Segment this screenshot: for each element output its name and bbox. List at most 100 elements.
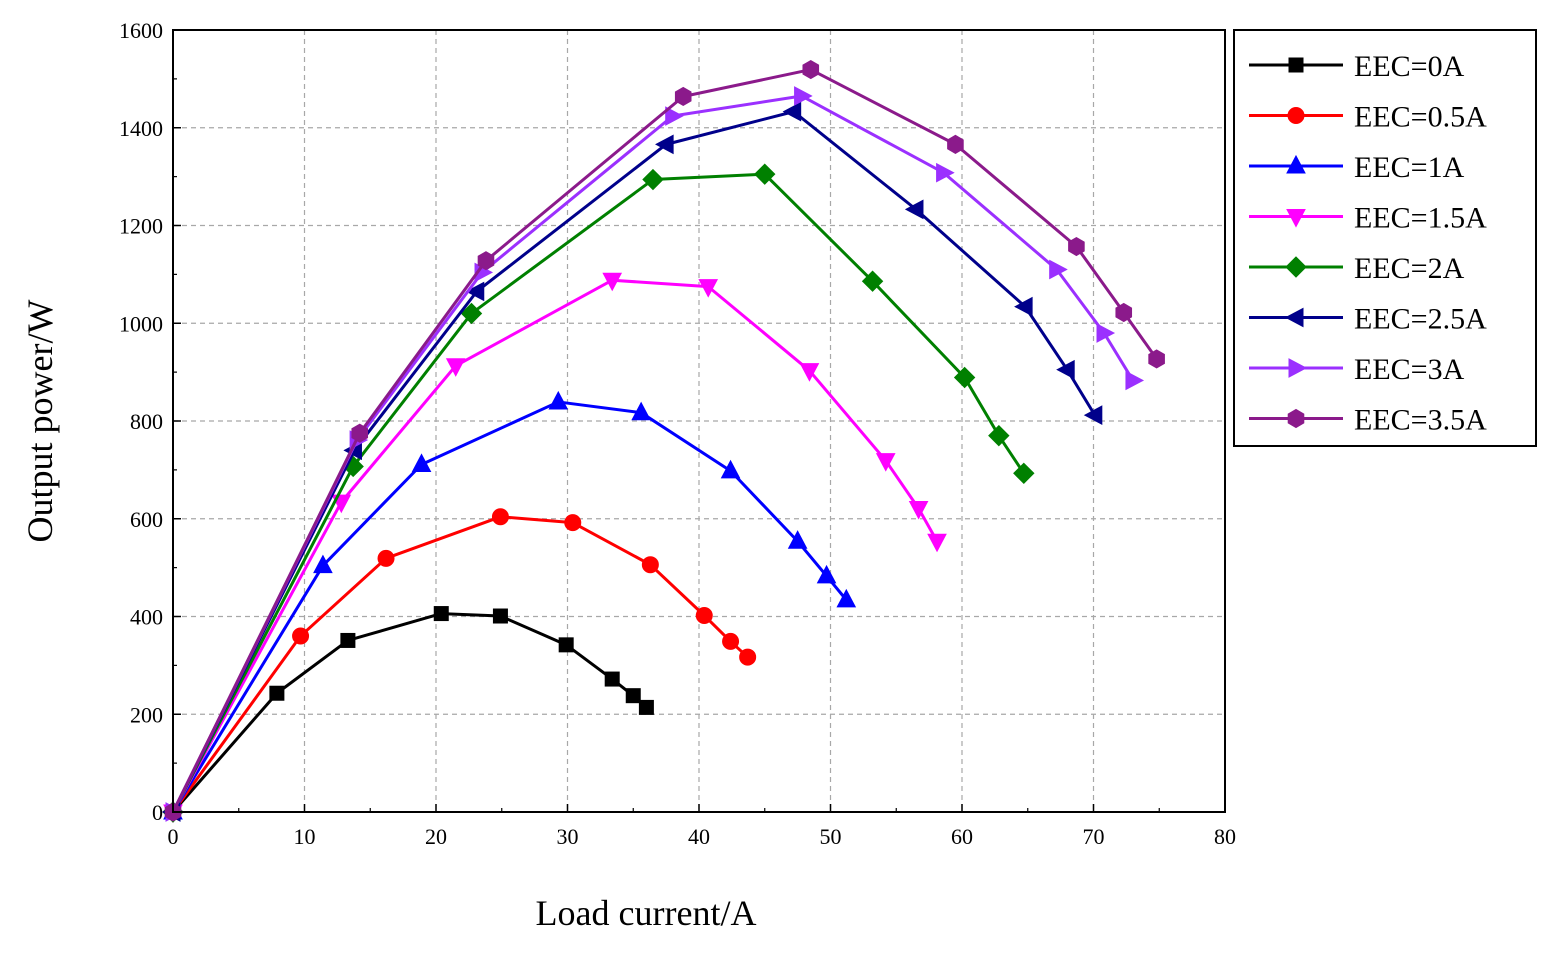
data-point bbox=[625, 688, 641, 704]
data-point bbox=[1013, 462, 1035, 485]
legend-label: EEC=3.5A bbox=[1354, 404, 1487, 437]
series-EEC=2A bbox=[162, 163, 1035, 823]
series-EEC=0A bbox=[165, 606, 654, 820]
data-point bbox=[1115, 302, 1133, 323]
data-point bbox=[947, 134, 964, 154]
grid-lines bbox=[173, 30, 1225, 812]
x-tick-label: 70 bbox=[1083, 824, 1105, 849]
x-tick-label: 0 bbox=[168, 824, 179, 849]
x-tick-label: 20 bbox=[425, 824, 447, 849]
data-point bbox=[875, 453, 896, 472]
data-point bbox=[1125, 370, 1145, 391]
series-EEC=3A bbox=[165, 86, 1145, 822]
series-line bbox=[171, 68, 1158, 813]
data-point bbox=[292, 627, 310, 645]
data-point bbox=[477, 251, 495, 271]
legend-marker bbox=[1288, 57, 1304, 73]
data-point bbox=[564, 514, 582, 532]
legend-marker bbox=[1286, 209, 1306, 228]
data-point bbox=[351, 423, 369, 443]
data-point bbox=[445, 358, 466, 377]
data-point bbox=[698, 279, 719, 298]
series-line bbox=[171, 515, 749, 813]
data-point bbox=[313, 554, 333, 574]
y-tick-label: 200 bbox=[130, 702, 163, 727]
data-point bbox=[953, 366, 976, 389]
y-tick-label: 400 bbox=[130, 605, 163, 630]
data-point bbox=[988, 424, 1010, 447]
data-point bbox=[1068, 236, 1085, 257]
data-point bbox=[604, 671, 620, 687]
x-tick-label: 60 bbox=[951, 824, 973, 849]
series-EEC=3.5A bbox=[164, 60, 1165, 822]
series-line bbox=[171, 278, 939, 813]
data-point bbox=[722, 632, 740, 650]
x-tick-label: 10 bbox=[294, 824, 316, 849]
legend-marker bbox=[1287, 408, 1305, 429]
data-point bbox=[491, 508, 509, 526]
data-point bbox=[787, 530, 808, 549]
data-point bbox=[794, 86, 813, 106]
data-point bbox=[802, 60, 820, 80]
y-tick-label: 1600 bbox=[119, 18, 163, 43]
legend-marker bbox=[1286, 154, 1306, 174]
series-line bbox=[171, 110, 1097, 813]
data-point bbox=[739, 648, 757, 666]
data-point bbox=[754, 163, 776, 185]
data-point bbox=[638, 699, 654, 715]
data-point bbox=[548, 390, 569, 410]
series-line bbox=[171, 172, 1026, 813]
y-tick-label: 600 bbox=[130, 507, 163, 532]
data-point bbox=[631, 401, 651, 421]
data-point bbox=[641, 556, 659, 574]
data-point bbox=[1083, 405, 1103, 425]
x-axis-title: Load current/A bbox=[536, 893, 757, 933]
data-point bbox=[904, 199, 924, 220]
legend-label: EEC=1.5A bbox=[1354, 202, 1487, 235]
data-point bbox=[799, 363, 820, 382]
series-EEC=2.5A bbox=[161, 101, 1103, 822]
legend-frame bbox=[1233, 29, 1537, 447]
y-tick-label: 1400 bbox=[119, 116, 163, 141]
data-point bbox=[861, 270, 884, 292]
x-tick-label: 80 bbox=[1214, 824, 1236, 849]
data-point bbox=[433, 606, 449, 622]
data-point bbox=[1049, 259, 1068, 280]
series-EEC=0.5A bbox=[164, 508, 757, 821]
data-point bbox=[411, 453, 432, 472]
data-point bbox=[695, 607, 713, 625]
legend-label: EEC=3A bbox=[1354, 353, 1465, 386]
legend-label: EEC=1A bbox=[1354, 151, 1465, 184]
data-point bbox=[1148, 349, 1165, 369]
data-point bbox=[816, 564, 837, 584]
x-tick-label: 40 bbox=[688, 824, 710, 849]
data-point bbox=[460, 302, 483, 325]
series-EEC=1A bbox=[163, 390, 857, 820]
data-point bbox=[1056, 359, 1075, 380]
data-point bbox=[340, 632, 356, 648]
data-point bbox=[908, 500, 929, 520]
data-point bbox=[1014, 296, 1033, 317]
legend-label: EEC=2A bbox=[1354, 252, 1465, 285]
legend-marker bbox=[1284, 307, 1304, 328]
legend-label: EEC=0.5A bbox=[1354, 101, 1487, 134]
y-tick-label: 1200 bbox=[119, 214, 163, 239]
data-point bbox=[558, 637, 574, 653]
y-tick-label: 0 bbox=[152, 800, 163, 825]
data-point bbox=[836, 588, 857, 608]
legend-marker bbox=[1285, 256, 1307, 278]
legend-label: EEC=2.5A bbox=[1354, 303, 1487, 336]
y-axis-title: Output power/W bbox=[20, 300, 60, 543]
series-lines bbox=[161, 60, 1165, 824]
legend-marker bbox=[1288, 358, 1308, 378]
data-point bbox=[269, 685, 285, 701]
x-tick-label: 30 bbox=[557, 824, 579, 849]
x-tick-label: 50 bbox=[820, 824, 842, 849]
data-point bbox=[602, 272, 623, 292]
data-point bbox=[665, 106, 684, 126]
data-point bbox=[377, 549, 395, 567]
legend-label: EEC=0A bbox=[1354, 50, 1465, 83]
y-tick-label: 800 bbox=[130, 409, 163, 434]
legend: EEC=0A EEC=0.5A EEC=1A EEC=1.5A EEC=2A EEC=2.… bbox=[1233, 29, 1537, 447]
